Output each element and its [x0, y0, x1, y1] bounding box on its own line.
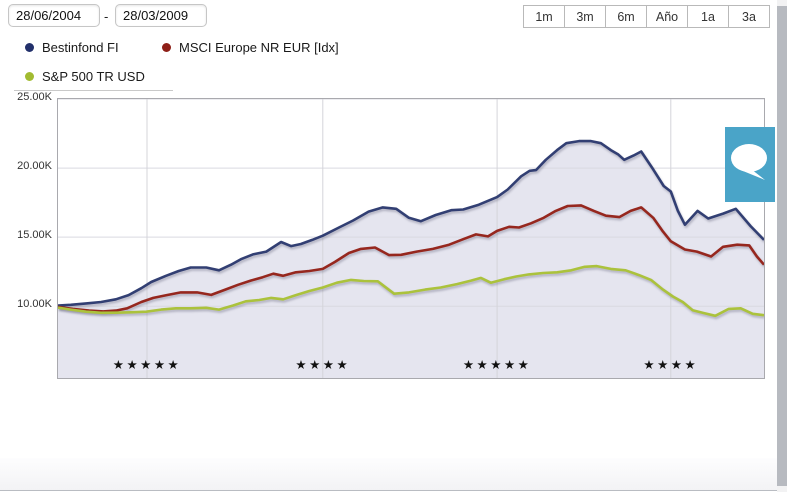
- y-axis-tick-10k: 10.00K: [17, 298, 52, 310]
- legend-label: MSCI Europe NR EUR [Idx]: [179, 40, 339, 55]
- vertical-scrollbar[interactable]: [777, 0, 787, 492]
- range-button-1a[interactable]: 1a: [687, 5, 729, 28]
- date-range-separator: -: [104, 9, 109, 24]
- bottom-panel: [0, 458, 777, 491]
- range-button-ano[interactable]: Año: [646, 5, 688, 28]
- legend-label: S&P 500 TR USD: [42, 69, 145, 84]
- svg-text:★★★★★: ★★★★★: [113, 357, 182, 372]
- svg-text:★★★★: ★★★★: [295, 357, 350, 372]
- legend-item-sp500: S&P 500 TR USD: [25, 69, 145, 84]
- range-button-6m[interactable]: 6m: [605, 5, 647, 28]
- range-button-1m[interactable]: 1m: [523, 5, 565, 28]
- legend-item-bestinfond: Bestinfond FI: [25, 40, 119, 55]
- legend-item-msci-europe: MSCI Europe NR EUR [Idx]: [162, 40, 339, 55]
- legend-divider: [14, 90, 173, 91]
- range-button-3m[interactable]: 3m: [564, 5, 606, 28]
- legend-label: Bestinfond FI: [42, 40, 119, 55]
- svg-text:★★★★★: ★★★★★: [463, 357, 532, 372]
- series-dot-icon: [162, 43, 171, 52]
- series-dot-icon: [25, 72, 34, 81]
- date-from-input[interactable]: [8, 4, 100, 27]
- y-axis-tick-25k: 25.00K: [17, 91, 52, 103]
- speech-bubble-icon: [731, 144, 767, 180]
- svg-text:★★★★: ★★★★: [643, 357, 698, 372]
- performance-chart[interactable]: ★★★★★ ★★★★ ★★★★★ ★★★★: [57, 98, 765, 379]
- y-axis-tick-15k: 15.00K: [17, 229, 52, 241]
- series-dot-icon: [25, 43, 34, 52]
- y-axis-tick-20k: 20.00K: [17, 160, 52, 172]
- plot-svg: ★★★★★ ★★★★ ★★★★★ ★★★★: [58, 99, 764, 378]
- scrollbar-thumb[interactable]: [777, 6, 787, 486]
- range-button-group: 1m 3m 6m Año 1a 3a: [523, 5, 770, 28]
- range-button-3a[interactable]: 3a: [728, 5, 770, 28]
- date-to-input[interactable]: [115, 4, 207, 27]
- feedback-chat-button[interactable]: [725, 127, 775, 202]
